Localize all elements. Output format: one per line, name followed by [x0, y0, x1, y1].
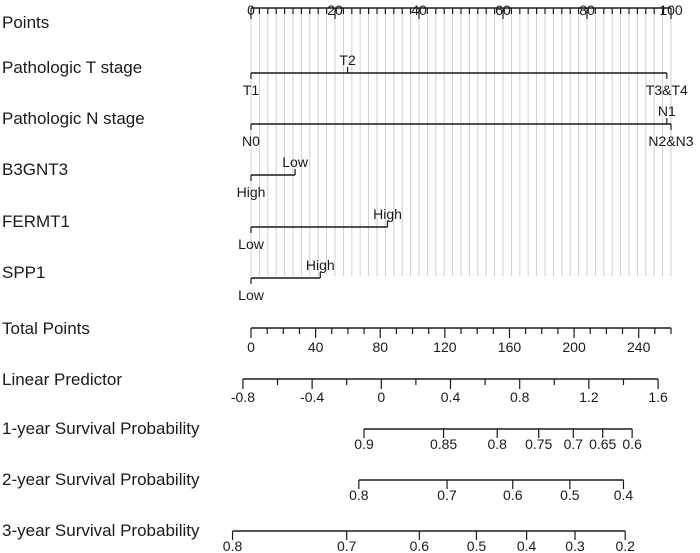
- survival-axis-label: 2-year Survival Probability: [2, 470, 200, 489]
- survival-tick-label: 0.75: [525, 436, 552, 452]
- survival-tick-label: 0.7: [337, 538, 357, 553]
- level-label: High: [237, 184, 266, 200]
- total-tick-label: 40: [308, 339, 324, 355]
- variable-label: Pathologic N stage: [2, 109, 145, 128]
- total-tick-label: 200: [562, 339, 586, 355]
- lp-tick-label: 1.2: [579, 389, 599, 405]
- survival-tick-label: 0.7: [437, 487, 457, 503]
- level-label: High: [306, 257, 335, 273]
- points-tick-label: 0: [247, 2, 255, 18]
- survival-tick-label: 0.7: [564, 436, 584, 452]
- survival-tick-label: 0.8: [223, 538, 243, 553]
- lp-tick-label: 0: [377, 389, 385, 405]
- survival-tick-label: 0.8: [487, 436, 507, 452]
- total-tick-label: 240: [627, 339, 651, 355]
- points-tick-label: 100: [659, 2, 683, 18]
- variable-label: SPP1: [2, 263, 45, 282]
- survival-tick-label: 0.85: [430, 436, 457, 452]
- vertical-gridlines: [250, 11, 672, 276]
- points-tick-label: 20: [327, 2, 343, 18]
- variable-label: B3GNT3: [2, 160, 68, 179]
- survival-tick-label: 0.6: [622, 436, 642, 452]
- level-label: T2: [339, 52, 356, 68]
- linear-predictor-label: Linear Predictor: [2, 370, 122, 389]
- lp-tick-label: 1.6: [648, 389, 668, 405]
- points-tick-label: 80: [579, 2, 595, 18]
- level-label: High: [373, 206, 402, 222]
- total-tick-label: 120: [433, 339, 457, 355]
- total-points-label: Total Points: [2, 319, 90, 338]
- level-label: Low: [282, 154, 309, 170]
- total-tick-label: 80: [372, 339, 388, 355]
- total-tick-label: 0: [247, 339, 255, 355]
- points-axis-label: Points: [2, 13, 49, 32]
- level-label: Low: [238, 236, 265, 252]
- survival-tick-label: 0.5: [560, 487, 580, 503]
- variable-label: FERMT1: [2, 212, 70, 231]
- survival-tick-label: 0.4: [614, 487, 634, 503]
- lp-tick-label: 0.4: [441, 389, 461, 405]
- survival-tick-label: 0.6: [410, 538, 430, 553]
- points-tick-label: 60: [495, 2, 511, 18]
- survival-axis-label: 1-year Survival Probability: [2, 419, 200, 438]
- survival-tick-label: 0.6: [503, 487, 523, 503]
- level-label: T3&T4: [646, 82, 688, 98]
- level-label: T1: [243, 82, 260, 98]
- survival-tick-label: 0.9: [354, 436, 374, 452]
- survival-tick-label: 0.4: [517, 538, 537, 553]
- total-tick-label: 160: [498, 339, 522, 355]
- survival-tick-label: 0.8: [349, 487, 369, 503]
- points-tick-label: 40: [411, 2, 427, 18]
- lp-tick-label: -0.4: [300, 389, 324, 405]
- survival-tick-label: 0.65: [589, 436, 616, 452]
- survival-axis-label: 3-year Survival Probability: [2, 521, 200, 540]
- level-label: Low: [238, 287, 265, 303]
- variable-label: Pathologic T stage: [2, 58, 142, 77]
- lp-tick-label: -0.8: [231, 389, 255, 405]
- lp-tick-label: 0.8: [510, 389, 530, 405]
- level-label: N0: [242, 133, 260, 149]
- survival-tick-label: 0.2: [615, 538, 635, 553]
- survival-tick-label: 0.3: [565, 538, 585, 553]
- survival-tick-label: 0.5: [467, 538, 487, 553]
- level-label: N1: [658, 103, 676, 119]
- level-label: N2&N3: [648, 133, 693, 149]
